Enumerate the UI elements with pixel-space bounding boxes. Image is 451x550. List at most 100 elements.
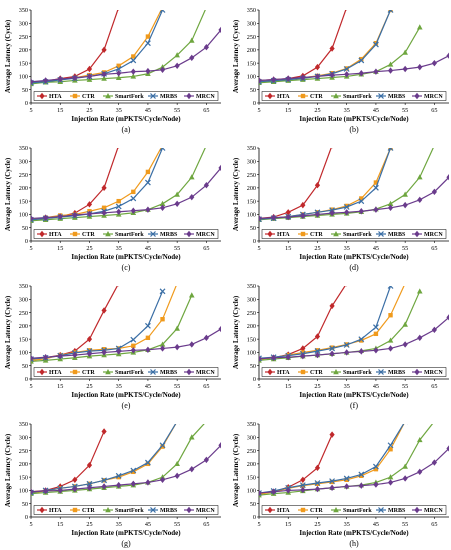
data-point [131,469,136,475]
y-tick-label: 300 [247,20,256,27]
data-point [145,206,151,213]
legend-label: MRBS [160,232,178,238]
data-point [116,481,122,489]
legend-label: MRCN [196,232,215,238]
legend-marker [186,368,192,376]
y-tick-label: 150 [247,60,256,67]
data-point [130,195,137,202]
legend-label: HTA [49,370,62,376]
legend-entry: CTR [298,507,323,514]
data-point [446,314,449,321]
data-point [314,480,321,486]
plot-area [31,418,221,496]
data-point [271,214,277,221]
data-point [359,56,364,62]
legend-label: MRCN [424,508,443,514]
y-tick-label: 100 [19,350,28,357]
y-tick-label: 250 [247,448,256,455]
legend-label: CTR [310,94,323,100]
data-point [343,204,350,210]
legend-marker [414,368,420,376]
legend-label: MRCN [196,94,215,100]
x-tick-label: 5 [29,383,32,390]
data-point [189,341,195,348]
y-tick-label: 50 [250,225,256,232]
series-line [259,148,332,220]
chart-panel: 0 50 100 150 200 250 300 350 5 15 25 35 45 55 65 Averag… [232,145,449,272]
legend-entry: HTA [37,230,62,238]
data-point [314,333,321,340]
legend-label: SmartFork [343,94,372,100]
data-point [174,191,180,197]
legend-entry: CTR [70,231,95,238]
y-tick-label: 300 [247,434,256,441]
series-hta [31,148,120,223]
x-tick-label: 35 [344,245,350,252]
series-line [259,10,392,83]
data-point [416,24,423,30]
series-mrcn [31,164,221,222]
data-point [285,213,291,221]
data-point [402,463,408,469]
y-tick-label: 350 [247,283,256,290]
y-axis-label: Average Latency (Cycle) [232,295,240,369]
legend-label: SmartFork [115,94,144,100]
data-point [101,349,107,356]
x-tick-label: 55 [174,107,180,114]
data-point [159,288,166,295]
legend-marker [72,231,78,237]
x-tick-label: 45 [145,383,151,390]
series-line [259,434,333,495]
chart-panel: 0 50 100 150 200 250 300 350 5 15 25 35 45 55 65 Averag… [4,145,221,272]
x-tick-label: 25 [86,245,92,252]
data-point [329,431,335,438]
data-point [145,346,151,353]
data-point [43,214,49,221]
panel-caption: (g) [121,539,131,548]
data-point [387,345,394,352]
data-point [43,487,49,495]
x-tick-label: 25 [86,383,92,390]
legend-marker [300,507,306,513]
plot-area [259,286,449,363]
legend-entry: MRBS [148,507,178,514]
data-point [431,188,437,196]
data-point [116,348,122,355]
data-point [160,317,165,322]
data-point [174,62,180,69]
legend-entry: CTR [70,507,95,514]
x-axis-label: Injection Rate (mPKTS/Cycle/Node) [71,529,181,537]
panel-caption: (b) [349,125,359,134]
chart-panel: 0 50 100 150 200 250 300 350 5 15 25 35 45 55 65 Averag… [232,421,449,548]
legend-box [261,91,447,101]
data-point [329,209,335,217]
data-point [174,52,180,58]
y-tick-label: 50 [250,501,256,508]
data-point [86,461,93,469]
legend-label: HTA [49,232,62,238]
data-point [86,73,93,80]
y-tick-label: 300 [247,296,256,303]
series-mrcn [259,52,449,84]
legend-marker [267,92,273,100]
data-point [300,74,306,81]
data-point [159,204,166,211]
legend-entry: MRCN [184,506,215,514]
legend-label: MRBS [160,508,178,514]
data-point [387,479,394,486]
series-line [31,295,193,363]
legend-label: CTR [310,232,323,238]
legend-marker [186,92,192,100]
data-point [358,348,364,355]
data-point [285,354,291,361]
legend-entry: MRBS [376,369,406,376]
legend-label: HTA [277,94,290,100]
data-point [204,418,210,423]
data-point [417,334,423,342]
legend-entry: MRCN [184,92,215,100]
legend-label: SmartFork [115,232,144,238]
data-point [57,213,63,220]
data-point [344,477,349,482]
y-axis-label: Average Latency (Cycle) [232,19,240,93]
data-point [329,350,335,357]
